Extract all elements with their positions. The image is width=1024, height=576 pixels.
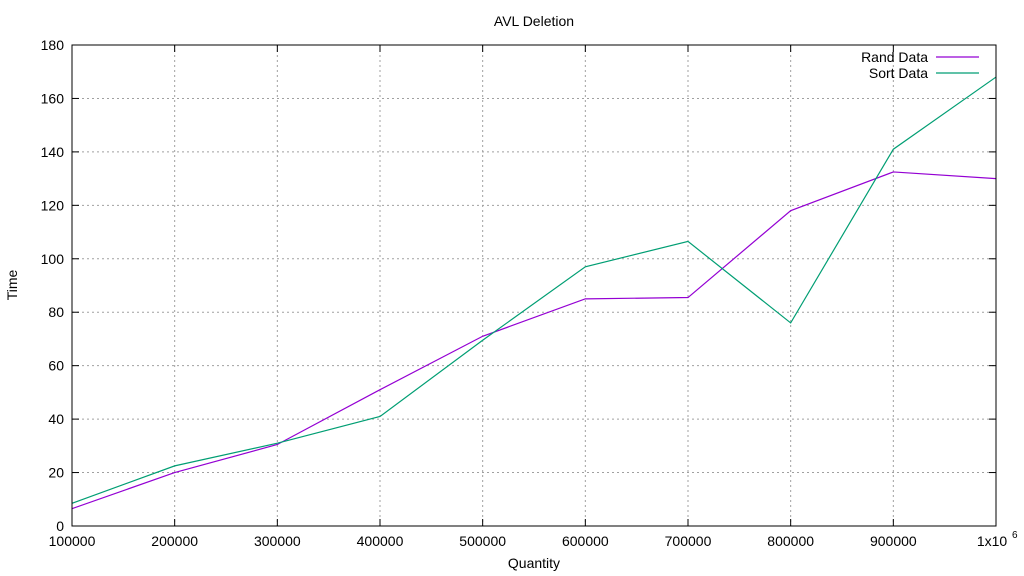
plot-frame <box>71 44 997 527</box>
y-tick-label: 180 <box>41 37 65 53</box>
x-tick-label: 1x10 <box>977 533 1008 549</box>
y-tick-label: 0 <box>56 518 64 534</box>
series-line-rand-data <box>71 171 997 510</box>
x-tick-exponent: 6 <box>1012 530 1018 541</box>
grid <box>72 45 996 526</box>
y-tick-label: 160 <box>41 90 65 106</box>
y-tick-label: 120 <box>41 197 65 213</box>
x-tick-label: 500000 <box>459 533 506 549</box>
axis-ticks: 0 20 40 60 80 100 120 140 160 180 100000 200000 3000… <box>41 37 1018 549</box>
x-tick-label: 400000 <box>357 533 404 549</box>
y-tick-label: 100 <box>41 251 65 267</box>
legend-label: Rand Data <box>861 49 928 65</box>
y-tick-label: 140 <box>41 144 65 160</box>
x-tick-label: 200000 <box>151 533 198 549</box>
series-line-sort-data <box>71 76 997 504</box>
x-axis-label: Quantity <box>508 555 560 571</box>
y-axis-label: Time <box>4 269 20 300</box>
chart-title: AVL Deletion <box>494 13 574 29</box>
x-tick-label: 300000 <box>254 533 301 549</box>
y-tick-label: 80 <box>48 304 64 320</box>
x-tick-label: 900000 <box>870 533 917 549</box>
x-tick-label: 800000 <box>767 533 814 549</box>
y-tick-label: 40 <box>48 411 64 427</box>
x-tick-label: 100000 <box>49 533 96 549</box>
y-tick-label: 60 <box>48 358 64 374</box>
series-lines <box>71 76 997 510</box>
x-tick-label: 600000 <box>562 533 609 549</box>
x-tick-label: 700000 <box>665 533 712 549</box>
legend-label: Sort Data <box>869 65 928 81</box>
y-tick-label: 20 <box>48 465 64 481</box>
